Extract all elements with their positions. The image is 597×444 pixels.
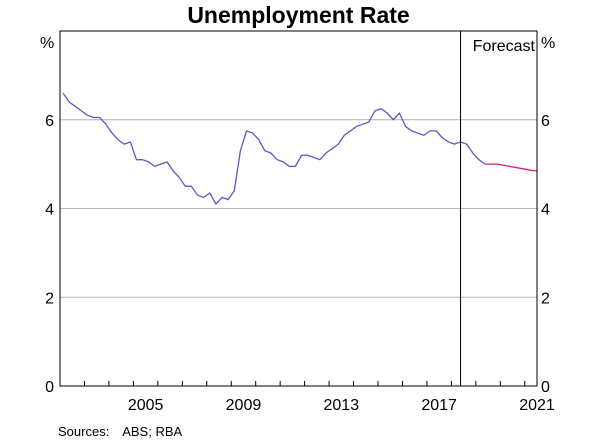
- y-tick-label-right-6: 6: [541, 113, 550, 130]
- y-tick-label-right-0: 0: [541, 379, 550, 396]
- y-tick-label-right-2: 2: [541, 290, 550, 307]
- series-line-forecast: [485, 163, 537, 172]
- axis-ticks: 0 0 2 2 4 4 6 6 2005 2009 2013 2017 2021: [45, 113, 555, 414]
- y-axis-unit-left: %: [40, 35, 54, 52]
- y-axis-unit-right: %: [541, 35, 555, 52]
- x-tick-label-2009: 2009: [226, 397, 262, 414]
- x-tick-label-2013: 2013: [324, 397, 360, 414]
- x-tick-label-2017: 2017: [421, 397, 457, 414]
- forecast-label: Forecast: [473, 38, 536, 55]
- y-tick-label-left-0: 0: [45, 379, 54, 396]
- series-line-actual: [62, 92, 486, 205]
- sources-text: ABS; RBA: [122, 424, 183, 439]
- x-tick-label-2005: 2005: [128, 397, 164, 414]
- y-tick-label-left-6: 6: [45, 113, 54, 130]
- series-lines: [62, 92, 537, 205]
- chart-title: Unemployment Rate: [187, 2, 410, 28]
- plot-frame: [59, 30, 538, 387]
- sources-label: Sources:: [58, 424, 110, 439]
- y-tick-label-right-4: 4: [541, 202, 550, 219]
- y-tick-label-left-4: 4: [45, 202, 54, 219]
- sources-note: Sources: ABS; RBA: [58, 424, 182, 439]
- x-tick-label-2021: 2021: [519, 397, 555, 414]
- y-tick-label-left-2: 2: [45, 290, 54, 307]
- gridlines: [60, 119, 537, 298]
